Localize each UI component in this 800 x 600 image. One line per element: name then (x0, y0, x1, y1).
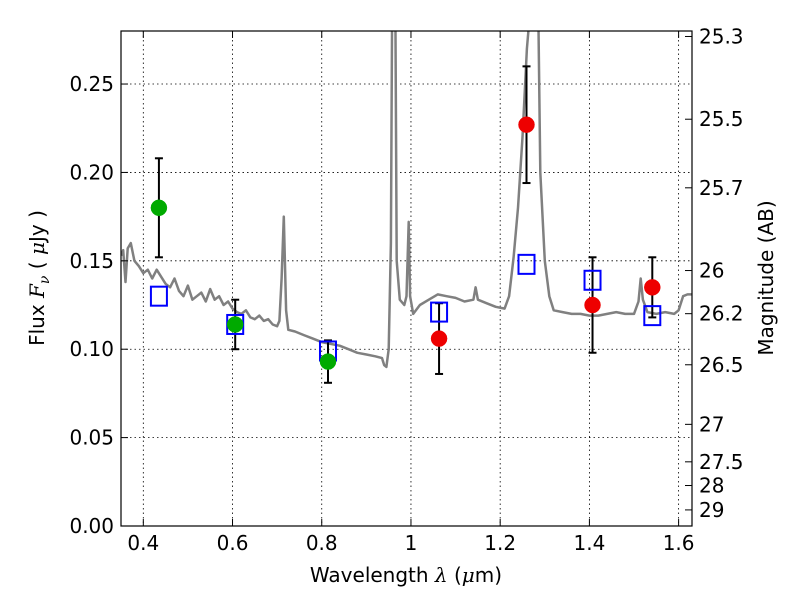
right-tick-label: 26.2 (699, 302, 744, 326)
model-square-marker (643, 305, 662, 327)
axis-ticks: 0.4 0.6 0.8 1 1.2 1.4 1.6 0.00 0.05 0.10 0.15 0.20 0… (69, 24, 743, 555)
x-tick-label: 1.4 (573, 531, 605, 555)
y-tick-label: 0.15 (69, 249, 114, 273)
x-tick-label: 0.4 (127, 531, 159, 555)
observed-green-point (226, 316, 244, 333)
right-tick-label: 27 (699, 412, 724, 436)
y-axis-title: Flux Fν ( μJy ) (25, 210, 53, 346)
y-tick-label: 0.00 (69, 514, 114, 538)
y-tick-label: 0.25 (69, 72, 114, 96)
plot-frame (120, 30, 693, 527)
right-tick-label: 25.3 (699, 24, 744, 48)
marker-layer (149, 116, 662, 370)
observed-green-point (319, 353, 337, 370)
y-tick-label: 0.05 (69, 426, 114, 450)
observed-red-point (518, 116, 535, 133)
observed-green-point (150, 199, 168, 217)
x-tick-label: 1.2 (484, 531, 516, 555)
model-square-marker (430, 301, 449, 323)
observed-red-point (430, 330, 448, 347)
right-tick-label: 26.5 (699, 353, 744, 377)
y-tick-label: 0.10 (69, 337, 114, 361)
x-axis-title: Wavelength λ (μm) (310, 563, 502, 587)
x-tick-label: 0.6 (217, 531, 249, 555)
right-tick-label: 29 (699, 498, 724, 522)
observed-red-point (644, 279, 661, 296)
x-tick-label: 0.8 (306, 531, 338, 555)
right-tick-label: 26 (699, 259, 724, 283)
right-tick-label: 25.5 (699, 107, 744, 131)
right-tick-label: 27.5 (699, 450, 744, 474)
spectrum-line (121, 31, 692, 369)
model-square-marker (517, 253, 536, 275)
right-tick-label: 28 (699, 474, 724, 498)
observed-red-point (584, 296, 601, 314)
y-tick-label: 0.20 (69, 160, 114, 184)
right-axis-title: Magnitude (AB) (754, 200, 778, 355)
x-tick-label: 1 (405, 531, 418, 555)
model-square-marker (149, 285, 168, 307)
x-tick-label: 1.6 (663, 531, 695, 555)
right-tick-label: 25.7 (699, 176, 744, 200)
spectrum-layer (121, 31, 692, 369)
model-square-marker (583, 269, 602, 291)
